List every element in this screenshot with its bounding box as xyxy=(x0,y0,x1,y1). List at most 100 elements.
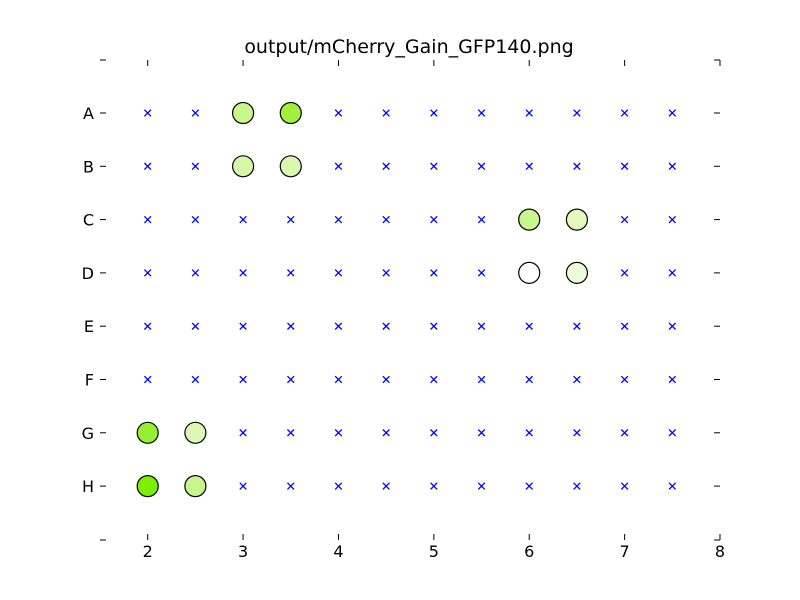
marker-stroke xyxy=(143,269,152,277)
marker-stroke xyxy=(477,162,486,171)
y-tick-label: C xyxy=(83,211,94,230)
y-tick-label: H xyxy=(82,477,94,496)
data-point-b xyxy=(231,155,255,178)
empty-well-marker xyxy=(191,162,200,171)
empty-well-marker xyxy=(239,482,247,490)
empty-well-marker xyxy=(620,109,629,117)
marker-stroke xyxy=(334,322,343,330)
empty-well-marker xyxy=(477,482,486,490)
empty-well-marker xyxy=(430,162,438,171)
empty-well-marker xyxy=(477,375,486,384)
marker-stroke xyxy=(287,322,295,330)
marker-stroke xyxy=(382,162,390,171)
empty-well-marker xyxy=(430,322,438,330)
marker-stroke xyxy=(239,322,247,330)
y-tick-label: G xyxy=(82,424,94,443)
marker-stroke xyxy=(382,322,390,330)
data-point-g xyxy=(184,421,207,444)
empty-well-marker xyxy=(430,269,438,277)
empty-well-marker xyxy=(477,269,486,277)
y-tick-label: F xyxy=(85,371,94,390)
empty-well-marker xyxy=(382,269,390,277)
empty-well-marker xyxy=(239,375,247,384)
empty-well-markers xyxy=(143,109,677,490)
marker-stroke xyxy=(668,429,677,437)
empty-well-marker xyxy=(287,375,295,384)
marker-stroke xyxy=(477,322,486,330)
marker-stroke xyxy=(620,482,629,490)
x-tick-label: 3 xyxy=(238,542,248,561)
marker-stroke xyxy=(525,482,533,490)
marker-stroke xyxy=(668,269,677,277)
marker-stroke xyxy=(430,482,438,490)
marker-stroke xyxy=(382,215,390,224)
empty-well-marker xyxy=(573,482,581,490)
empty-well-marker xyxy=(573,375,581,384)
marker-stroke xyxy=(525,375,533,384)
empty-well-marker xyxy=(668,162,677,171)
empty-well-marker xyxy=(573,322,581,330)
empty-well-marker xyxy=(334,429,343,437)
empty-well-marker xyxy=(620,269,629,277)
marker-stroke xyxy=(620,109,629,117)
empty-well-marker xyxy=(668,482,677,490)
marker-stroke xyxy=(191,215,200,224)
marker-stroke xyxy=(620,429,629,437)
marker-stroke xyxy=(382,429,390,437)
marker-stroke xyxy=(334,269,343,277)
empty-well-marker xyxy=(334,482,343,490)
data-point-b xyxy=(279,155,302,178)
marker-stroke xyxy=(525,162,533,171)
empty-well-marker xyxy=(239,269,247,277)
marker-stroke xyxy=(525,429,533,437)
empty-well-marker xyxy=(287,322,295,330)
marker-stroke xyxy=(191,322,200,330)
empty-well-marker xyxy=(191,269,200,277)
empty-well-marker xyxy=(430,375,438,384)
marker-stroke xyxy=(573,162,581,171)
marker-stroke xyxy=(573,109,581,117)
marker-stroke xyxy=(191,375,200,384)
marker-stroke xyxy=(143,322,152,330)
empty-well-marker xyxy=(477,215,486,224)
marker-stroke xyxy=(525,109,533,117)
empty-well-marker xyxy=(525,322,533,330)
data-point-c xyxy=(565,208,589,231)
empty-well-marker xyxy=(239,429,247,437)
marker-stroke xyxy=(573,375,581,384)
empty-well-marker xyxy=(430,215,438,224)
empty-well-marker xyxy=(620,215,629,224)
empty-well-marker xyxy=(668,429,677,437)
axes: 2 3 4 5 6 7 8 A B C D E F G H xyxy=(82,59,725,561)
empty-well-marker xyxy=(382,322,390,330)
y-tick-label: D xyxy=(82,264,94,283)
marker-stroke xyxy=(191,269,200,277)
marker-stroke xyxy=(430,269,438,277)
marker-stroke xyxy=(620,375,629,384)
marker-stroke xyxy=(477,429,486,437)
empty-well-marker xyxy=(239,215,247,224)
marker-stroke xyxy=(287,375,295,384)
empty-well-marker xyxy=(382,482,390,490)
empty-well-marker xyxy=(668,269,677,277)
empty-well-marker xyxy=(525,429,533,437)
marker-stroke xyxy=(668,109,677,117)
marker-stroke xyxy=(239,269,247,277)
data-points xyxy=(136,101,589,498)
empty-well-marker xyxy=(620,322,629,330)
marker-stroke xyxy=(620,162,629,171)
empty-well-marker xyxy=(382,429,390,437)
empty-well-marker xyxy=(477,429,486,437)
x-tick-label: 4 xyxy=(333,542,343,561)
marker-stroke xyxy=(191,162,200,171)
marker-stroke xyxy=(382,482,390,490)
empty-well-marker xyxy=(143,269,152,277)
empty-well-marker xyxy=(143,375,152,384)
marker-stroke xyxy=(287,482,295,490)
empty-well-marker xyxy=(477,322,486,330)
x-tick-label: 2 xyxy=(143,542,153,561)
empty-well-marker xyxy=(143,109,152,117)
data-point-a xyxy=(279,101,302,125)
marker-stroke xyxy=(334,215,343,224)
marker-stroke xyxy=(477,482,486,490)
